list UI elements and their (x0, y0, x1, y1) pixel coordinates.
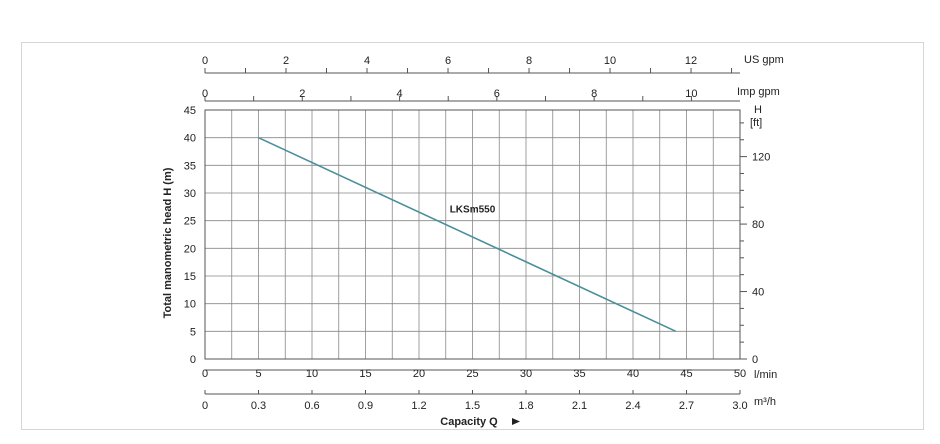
m3h-tick-label: 3.0 (732, 400, 747, 412)
impgpm-tick-label: 10 (685, 88, 697, 100)
lmin-tick-label: 25 (466, 368, 478, 380)
m3h-tick-label: 1.2 (411, 400, 426, 412)
m3h-tick-label: 2.7 (679, 400, 694, 412)
usgpm-tick-label: 4 (364, 55, 370, 67)
axis-unit-lmin: l/min (754, 369, 777, 381)
right-tick-label: 0 (752, 354, 758, 366)
m3h-tick-label: 0 (202, 400, 208, 412)
m3h-tick-label: 0.3 (251, 400, 266, 412)
m3h-tick-label: 1.8 (518, 400, 533, 412)
right-tick-label: 40 (752, 287, 764, 299)
impgpm-tick-label: 0 (202, 88, 208, 100)
series-label: LKSm550 (450, 204, 496, 215)
right-tick-label: 80 (752, 219, 764, 231)
m3h-tick-label: 0.6 (304, 400, 319, 412)
usgpm-tick-label: 0 (202, 55, 208, 67)
right-axis-unit: H (754, 104, 762, 116)
y-tick-label: 30 (184, 188, 196, 200)
axis-unit-usgpm: US gpm (744, 54, 784, 66)
y-tick-label: 5 (190, 326, 196, 338)
y-tick-label: 15 (184, 271, 196, 283)
axis-unit-impgpm: Imp gpm (737, 86, 780, 98)
lmin-tick-label: 20 (413, 368, 425, 380)
lmin-tick-label: 50 (734, 368, 746, 380)
y-tick-label: 20 (184, 243, 196, 255)
y-tick-label: 35 (184, 160, 196, 172)
y-tick-label: 40 (184, 133, 196, 145)
y-tick-label: 45 (184, 105, 196, 117)
m3h-tick-label: 0.9 (358, 400, 373, 412)
lmin-tick-label: 40 (627, 368, 639, 380)
y-tick-label: 10 (184, 299, 196, 311)
usgpm-tick-label: 8 (526, 55, 532, 67)
series-lines: LKSm550 (258, 136, 677, 333)
impgpm-tick-label: 4 (397, 88, 403, 100)
lmin-tick-label: 5 (255, 368, 261, 380)
plot-area (204, 109, 741, 360)
lmin-tick-label: 10 (306, 368, 318, 380)
axes (204, 68, 747, 395)
lmin-tick-label: 35 (573, 368, 585, 380)
y-axis-label: Total manometric head H (m) (162, 167, 174, 318)
y-tick-label: 0 (190, 354, 196, 366)
y-tick-label: 25 (184, 216, 196, 228)
m3h-tick-label: 1.5 (465, 400, 480, 412)
x-axis-arrow-icon (512, 418, 520, 425)
lmin-tick-label: 45 (680, 368, 692, 380)
grid (204, 109, 741, 360)
lmin-tick-label: 15 (359, 368, 371, 380)
usgpm-tick-label: 10 (604, 55, 616, 67)
m3h-tick-label: 2.4 (625, 400, 640, 412)
usgpm-tick-label: 2 (283, 55, 289, 67)
lmin-tick-label: 0 (202, 368, 208, 380)
impgpm-tick-label: 6 (494, 88, 500, 100)
lmin-tick-label: 30 (520, 368, 532, 380)
right-tick-label: 120 (752, 152, 770, 164)
series-line (258, 136, 677, 333)
axis-unit-m3h: m³/h (754, 396, 776, 408)
usgpm-tick-label: 6 (445, 55, 451, 67)
m3h-tick-label: 2.1 (572, 400, 587, 412)
impgpm-tick-label: 8 (591, 88, 597, 100)
impgpm-tick-label: 2 (299, 88, 305, 100)
chart-frame (21, 42, 924, 430)
usgpm-tick-label: 12 (685, 55, 697, 67)
x-axis-label: Capacity Q (440, 416, 498, 428)
right-axis-unit-ft: [ft] (750, 117, 762, 129)
